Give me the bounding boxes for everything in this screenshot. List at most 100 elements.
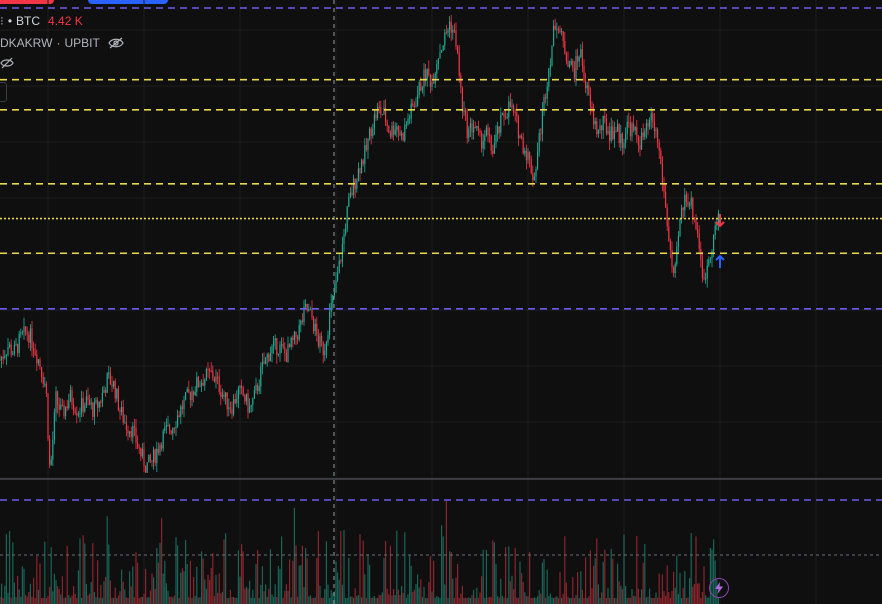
volume-bar bbox=[109, 580, 111, 604]
candle-body bbox=[301, 320, 303, 323]
volume-bar bbox=[533, 597, 535, 604]
candle-body bbox=[633, 123, 635, 131]
candle-body bbox=[447, 29, 449, 33]
candle-body bbox=[201, 382, 203, 386]
volume-bar bbox=[60, 594, 62, 604]
volume-bar bbox=[175, 537, 177, 604]
volume-bar bbox=[524, 592, 526, 604]
volume-bar bbox=[569, 597, 571, 604]
candle-body bbox=[370, 128, 372, 137]
volume-bar bbox=[388, 594, 390, 604]
candle-body bbox=[609, 130, 611, 141]
candle-body bbox=[466, 113, 468, 138]
candle-body bbox=[154, 449, 156, 464]
volume-bar bbox=[188, 597, 190, 604]
volume-bar bbox=[479, 592, 481, 604]
volume-bar bbox=[540, 593, 542, 604]
indicator-eye-icon[interactable] bbox=[0, 54, 14, 76]
candle-body bbox=[324, 350, 326, 356]
blue-tab-indicator bbox=[88, 0, 168, 4]
volume-bar bbox=[229, 589, 231, 604]
candle-body bbox=[95, 400, 97, 403]
volume-bar bbox=[693, 583, 695, 604]
volume-bar bbox=[557, 598, 559, 604]
volume-bar bbox=[447, 597, 449, 604]
volume-bar bbox=[417, 574, 419, 604]
legend-row-symbol: ⁝ • BTC 4.42 K bbox=[0, 10, 124, 32]
volume-bar bbox=[111, 597, 113, 604]
volume-bar bbox=[503, 597, 505, 604]
volume-bar bbox=[343, 530, 345, 604]
candle-body bbox=[607, 130, 609, 134]
candle-body bbox=[10, 344, 12, 355]
volume-bar bbox=[58, 589, 60, 604]
candle-body bbox=[530, 158, 532, 174]
lightning-icon[interactable] bbox=[709, 578, 729, 598]
candle-body bbox=[690, 197, 692, 206]
candle-body bbox=[641, 132, 643, 150]
candle-body bbox=[420, 82, 422, 91]
volume-bar bbox=[250, 597, 252, 604]
volume-bar bbox=[586, 597, 588, 604]
candle-body bbox=[509, 101, 511, 108]
volume-bar bbox=[615, 597, 617, 604]
candle-body bbox=[658, 142, 660, 151]
volume-bar bbox=[178, 597, 180, 604]
volume-bar bbox=[257, 550, 259, 604]
candle-body bbox=[31, 328, 33, 349]
candle-body bbox=[596, 121, 598, 134]
candle-body bbox=[145, 466, 147, 473]
volume-bar bbox=[281, 536, 283, 604]
volume-bar bbox=[649, 588, 651, 604]
volume-bar bbox=[317, 531, 319, 604]
hide-eye-icon[interactable] bbox=[108, 37, 124, 49]
volume-bar bbox=[399, 595, 401, 604]
candle-body bbox=[649, 120, 651, 127]
candle-body bbox=[412, 103, 414, 107]
volume-bar bbox=[457, 563, 459, 604]
candle-body bbox=[605, 118, 607, 134]
collapse-legend-button[interactable] bbox=[0, 82, 7, 102]
volume-bar bbox=[242, 551, 244, 604]
volume-bar bbox=[252, 589, 254, 604]
volume-bar bbox=[39, 563, 41, 604]
candle-body bbox=[346, 206, 348, 230]
candle-body bbox=[495, 134, 497, 144]
candle-body bbox=[225, 392, 227, 397]
volume-bar bbox=[89, 593, 91, 604]
volume-bar bbox=[405, 597, 407, 604]
volume-bar bbox=[5, 534, 7, 604]
volume-bar bbox=[460, 593, 462, 604]
volume-bar bbox=[306, 558, 308, 604]
volume-bar bbox=[346, 597, 348, 604]
candle-body bbox=[711, 250, 713, 259]
candle-body bbox=[364, 145, 366, 164]
candle-body bbox=[388, 125, 390, 133]
volume-bar bbox=[146, 597, 148, 604]
candle-body bbox=[409, 118, 411, 120]
candle-body bbox=[148, 454, 150, 463]
legend-symbol[interactable]: BTC bbox=[16, 14, 41, 28]
candle-body bbox=[545, 97, 547, 99]
candle-body bbox=[477, 126, 479, 131]
candle-body bbox=[319, 335, 321, 347]
volume-bar bbox=[537, 596, 539, 604]
volume-bar bbox=[377, 597, 379, 604]
candle-body bbox=[602, 115, 604, 131]
candle-body bbox=[181, 406, 183, 410]
volume-bar bbox=[189, 561, 191, 604]
volume-bar bbox=[513, 589, 515, 604]
candle-body bbox=[561, 31, 563, 33]
volume-bar bbox=[685, 597, 687, 604]
volume-bar bbox=[604, 549, 606, 604]
candle-body bbox=[33, 348, 35, 352]
volume-bar bbox=[313, 597, 315, 604]
candle-body bbox=[372, 128, 374, 137]
candle-body bbox=[532, 173, 534, 181]
candle-body bbox=[125, 422, 127, 430]
candle-body bbox=[333, 292, 335, 296]
candle-body bbox=[34, 351, 36, 355]
candle-body bbox=[421, 87, 423, 91]
volume-bar bbox=[52, 591, 54, 604]
